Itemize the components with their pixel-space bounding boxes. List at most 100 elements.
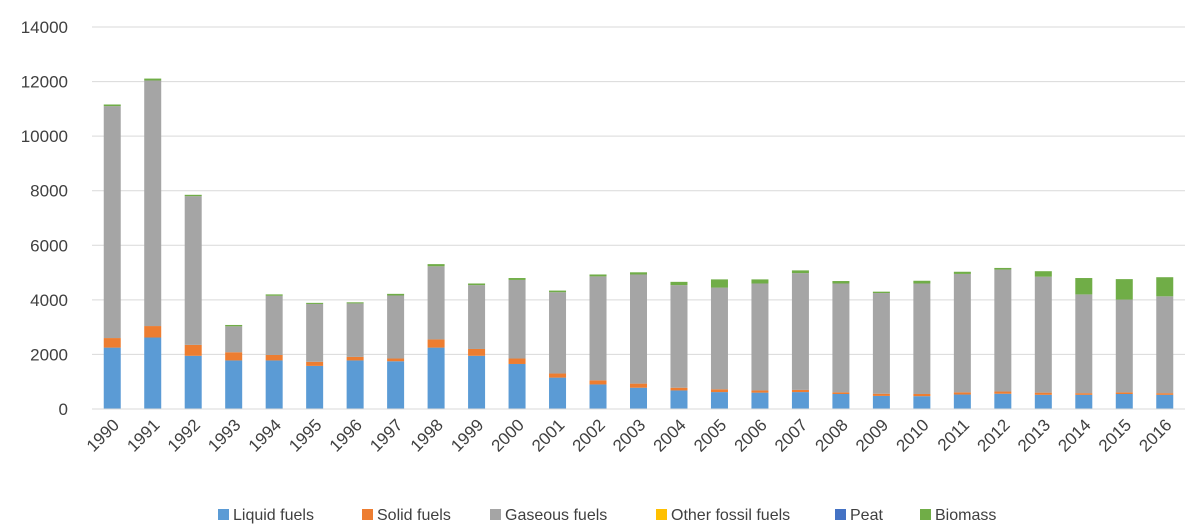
bar-segment-gaseous-fuels <box>589 276 607 381</box>
legend-label: Biomass <box>935 507 996 524</box>
y-axis-ticks: 0 2000 4000 6000 8000 10000 12000 14000 <box>21 18 68 419</box>
bar-segment-solid-fuels <box>913 393 931 397</box>
bar-segment-liquid-fuels <box>549 377 567 409</box>
bar-segment-solid-fuels <box>751 390 769 393</box>
bar-segment-solid-fuels <box>144 326 162 338</box>
x-tick-label: 2012 <box>973 415 1013 455</box>
bar-segment-solid-fuels <box>832 392 850 394</box>
bar-segment-liquid-fuels <box>710 392 728 409</box>
bar-segment-biomass <box>872 291 890 294</box>
bar-segment-biomass <box>751 279 769 284</box>
y-tick-label: 4000 <box>30 291 68 310</box>
bar-segment-biomass <box>913 280 931 284</box>
bar-segment-liquid-fuels <box>103 347 121 409</box>
bar-segment-gaseous-fuels <box>872 293 890 394</box>
x-tick-label: 2013 <box>1014 415 1054 455</box>
bar-segment-solid-fuels <box>994 391 1012 394</box>
bar-segment-gaseous-fuels <box>1034 276 1052 393</box>
bar-segment-solid-fuels <box>710 389 728 393</box>
bar-segment-gaseous-fuels <box>953 273 971 393</box>
bar-segment-solid-fuels <box>306 361 324 366</box>
bar-segment-solid-fuels <box>791 389 809 393</box>
bar-segment-solid-fuels <box>589 380 607 385</box>
bar-segment-biomass <box>468 283 486 286</box>
legend-label: Peat <box>850 507 883 524</box>
bar-segment-solid-fuels <box>427 339 445 348</box>
bar-segment-liquid-fuels <box>184 355 202 409</box>
bar-segment-gaseous-fuels <box>346 303 364 357</box>
bar-segment-liquid-fuels <box>629 387 648 409</box>
bar-segment-liquid-fuels <box>306 365 324 409</box>
bar-segment-biomass <box>103 104 121 107</box>
bar-segment-liquid-fuels <box>670 390 688 409</box>
bar-segment-solid-fuels <box>265 354 283 361</box>
bar-segment-gaseous-fuels <box>629 274 648 384</box>
bar-segment-liquid-fuels <box>225 360 243 409</box>
bar-segment-biomass <box>832 281 850 284</box>
bar-segment-gaseous-fuels <box>1075 294 1093 394</box>
bar-segment-solid-fuels <box>184 344 202 356</box>
bar-segment-biomass <box>710 279 728 288</box>
bar-segment-liquid-fuels <box>994 393 1012 409</box>
legend-swatch <box>218 509 229 520</box>
bar-segment-biomass <box>629 272 648 275</box>
bar-segment-gaseous-fuels <box>265 295 283 355</box>
legend-label: Solid fuels <box>377 507 451 524</box>
legend-swatch <box>490 509 501 520</box>
bar-segment-solid-fuels <box>1115 392 1133 394</box>
legend-label: Gaseous fuels <box>505 507 607 524</box>
bar-segment-solid-fuels <box>549 373 567 378</box>
bar-segment-liquid-fuels <box>387 361 405 409</box>
bar-segment-liquid-fuels <box>1075 394 1093 409</box>
bar-segment-gaseous-fuels <box>508 279 526 359</box>
x-tick-label: 2003 <box>609 415 649 455</box>
bar-segment-liquid-fuels <box>751 392 769 409</box>
x-tick-label: 2005 <box>690 415 730 455</box>
bar-segment-gaseous-fuels <box>468 285 486 349</box>
bar-segment-liquid-fuels <box>832 393 850 409</box>
bar-segment-gaseous-fuels <box>184 196 202 345</box>
bar-segment-solid-fuels <box>346 356 364 361</box>
bar-segment-biomass <box>144 78 162 81</box>
bar-segment-gaseous-fuels <box>225 326 243 353</box>
bar-segment-solid-fuels <box>103 338 121 348</box>
bar-segment-gaseous-fuels <box>832 283 850 393</box>
bar-segment-gaseous-fuels <box>994 269 1012 392</box>
bar-segment-solid-fuels <box>872 393 890 396</box>
x-tick-label: 1994 <box>245 415 285 455</box>
x-tick-label: 1999 <box>447 415 487 455</box>
bar-segment-biomass <box>225 324 243 327</box>
bar-segment-solid-fuels <box>670 387 688 391</box>
bar-segment-biomass <box>589 274 607 277</box>
bar-segment-solid-fuels <box>953 392 971 395</box>
x-tick-label: 2014 <box>1054 415 1094 455</box>
bar-segment-liquid-fuels <box>791 392 809 409</box>
bar-segment-liquid-fuels <box>953 394 971 409</box>
x-tick-label: 2002 <box>569 415 609 455</box>
bar-segment-solid-fuels <box>1034 392 1052 395</box>
x-tick-label: 2001 <box>528 415 568 455</box>
bar-segment-liquid-fuels <box>468 355 486 409</box>
bar-segment-gaseous-fuels <box>791 273 809 390</box>
x-tick-label: 2007 <box>771 415 811 455</box>
x-tick-label: 2006 <box>731 415 771 455</box>
y-tick-label: 2000 <box>30 345 68 364</box>
legend-label: Other fossil fuels <box>671 507 790 524</box>
x-tick-label: 1996 <box>326 415 366 455</box>
x-tick-label: 2011 <box>934 415 973 454</box>
bar-segment-gaseous-fuels <box>1115 299 1133 393</box>
bar-segment-biomass <box>953 271 971 274</box>
bar-segment-gaseous-fuels <box>144 80 162 327</box>
x-tick-label: 1997 <box>366 415 406 455</box>
bar-segment-liquid-fuels <box>913 396 931 409</box>
x-tick-label: 1993 <box>204 415 244 455</box>
bar-segment-solid-fuels <box>629 383 648 388</box>
bar-segment-solid-fuels <box>225 352 243 361</box>
bar-segment-gaseous-fuels <box>710 287 728 390</box>
bars <box>103 78 1174 409</box>
bar-segment-liquid-fuels <box>508 363 526 409</box>
bar-segment-biomass <box>1075 278 1093 295</box>
y-tick-label: 14000 <box>21 18 68 37</box>
x-tick-label: 2015 <box>1095 415 1135 455</box>
bar-segment-solid-fuels <box>387 358 405 362</box>
